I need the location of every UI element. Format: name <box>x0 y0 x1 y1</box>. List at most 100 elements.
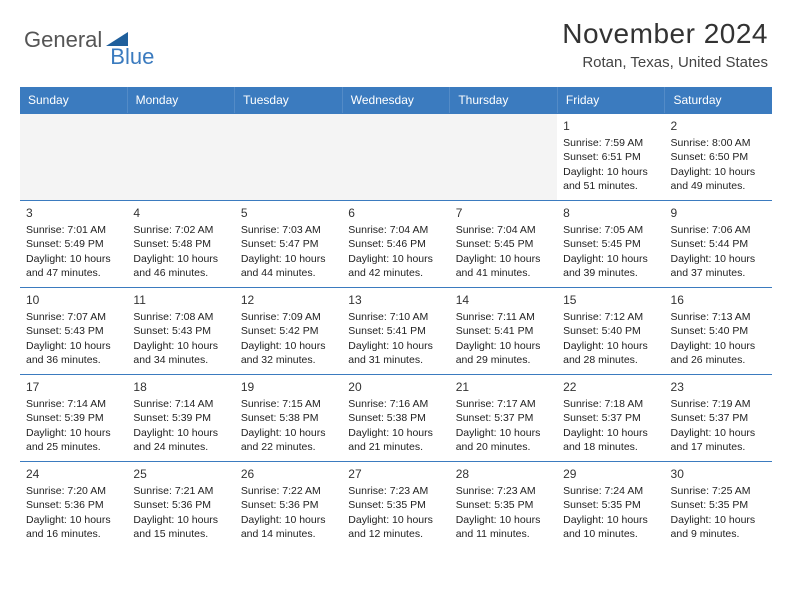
day-cell: 11Sunrise: 7:08 AMSunset: 5:43 PMDayligh… <box>127 288 234 374</box>
day-cell: 24 Sunrise: 7:20 AMSunset: 5:36 PMDayligh… <box>20 462 127 548</box>
day-header: Thursday <box>450 87 558 113</box>
day-sunrise: Sunrise: 7:59 AM <box>563 136 658 150</box>
day-cell-blank <box>342 114 449 200</box>
day-cell: 13Sunrise: 7:10 AMSunset: 5:41 PMDayligh… <box>342 288 449 374</box>
day-daylight2: and 22 minutes. <box>241 440 336 454</box>
day-header: Wednesday <box>343 87 451 113</box>
day-sunset: Sunset: 5:43 PM <box>26 324 121 338</box>
day-daylight2: and 25 minutes. <box>26 440 121 454</box>
day-cell-blank <box>127 114 234 200</box>
day-number: 1 <box>563 118 658 134</box>
day-number: 13 <box>348 292 443 308</box>
day-daylight2: and 46 minutes. <box>133 266 228 280</box>
day-number: 2 <box>671 118 766 134</box>
day-number: 27 <box>348 466 443 482</box>
day-number: 9 <box>671 205 766 221</box>
calendar: SundayMondayTuesdayWednesdayThursdayFrid… <box>20 87 772 548</box>
day-header: Monday <box>128 87 236 113</box>
day-sunset: Sunset: 5:38 PM <box>348 411 443 425</box>
day-sunrise: Sunrise: 7:14 AM <box>133 397 228 411</box>
day-daylight2: and 31 minutes. <box>348 353 443 367</box>
day-sunrise: Sunrise: 7:10 AM <box>348 310 443 324</box>
day-cell: 27Sunrise: 7:23 AMSunset: 5:35 PMDayligh… <box>342 462 449 548</box>
day-sunset: Sunset: 5:49 PM <box>26 237 121 251</box>
day-daylight1: Daylight: 10 hours <box>348 252 443 266</box>
day-number: 7 <box>456 205 551 221</box>
day-header: Friday <box>558 87 666 113</box>
week-row: 10Sunrise: 7:07 AMSunset: 5:43 PMDayligh… <box>20 287 772 374</box>
day-daylight1: Daylight: 10 hours <box>133 339 228 353</box>
day-daylight1: Daylight: 10 hours <box>133 513 228 527</box>
week-row: 24Sunrise: 7:20 AMSunset: 5:36 PMDayligh… <box>20 461 772 548</box>
header: General Blue November 2024 Rotan, Texas,… <box>0 0 792 79</box>
day-sunrise: Sunrise: 7:16 AM <box>348 397 443 411</box>
day-daylight2: and 16 minutes. <box>26 527 121 541</box>
day-cell: 9Sunrise: 7:06 AMSunset: 5:44 PMDaylight… <box>665 201 772 287</box>
day-cell: 10Sunrise: 7:07 AMSunset: 5:43 PMDayligh… <box>20 288 127 374</box>
day-daylight1: Daylight: 10 hours <box>456 252 551 266</box>
day-cell: 18Sunrise: 7:14 AMSunset: 5:39 PMDayligh… <box>127 375 234 461</box>
day-sunset: Sunset: 5:37 PM <box>671 411 766 425</box>
day-number: 4 <box>133 205 228 221</box>
day-daylight1: Daylight: 10 hours <box>456 513 551 527</box>
day-daylight1: Daylight: 10 hours <box>563 426 658 440</box>
day-cell: 4Sunrise: 7:02 AMSunset: 5:48 PMDaylight… <box>127 201 234 287</box>
day-number: 6 <box>348 205 443 221</box>
day-sunrise: Sunrise: 7:17 AM <box>456 397 551 411</box>
day-daylight1: Daylight: 10 hours <box>671 339 766 353</box>
day-sunrise: Sunrise: 7:11 AM <box>456 310 551 324</box>
day-sunrise: Sunrise: 7:20 AM <box>26 484 121 498</box>
day-cell: 3Sunrise: 7:01 AMSunset: 5:49 PMDaylight… <box>20 201 127 287</box>
day-sunset: Sunset: 5:37 PM <box>456 411 551 425</box>
day-sunset: Sunset: 5:36 PM <box>241 498 336 512</box>
day-cell: 20Sunrise: 7:16 AMSunset: 5:38 PMDayligh… <box>342 375 449 461</box>
day-number: 25 <box>133 466 228 482</box>
day-cell: 23Sunrise: 7:19 AMSunset: 5:37 PMDayligh… <box>665 375 772 461</box>
day-cell: 15Sunrise: 7:12 AMSunset: 5:40 PMDayligh… <box>557 288 664 374</box>
day-number: 18 <box>133 379 228 395</box>
day-daylight2: and 12 minutes. <box>348 527 443 541</box>
day-sunrise: Sunrise: 7:21 AM <box>133 484 228 498</box>
day-sunrise: Sunrise: 7:19 AM <box>671 397 766 411</box>
day-header: Tuesday <box>235 87 343 113</box>
day-daylight2: and 29 minutes. <box>456 353 551 367</box>
day-number: 24 <box>26 466 121 482</box>
day-sunrise: Sunrise: 7:01 AM <box>26 223 121 237</box>
day-daylight2: and 24 minutes. <box>133 440 228 454</box>
day-daylight2: and 37 minutes. <box>671 266 766 280</box>
day-sunset: Sunset: 6:51 PM <box>563 150 658 164</box>
day-sunrise: Sunrise: 7:22 AM <box>241 484 336 498</box>
day-sunrise: Sunrise: 7:04 AM <box>456 223 551 237</box>
day-daylight2: and 49 minutes. <box>671 179 766 193</box>
day-sunset: Sunset: 5:37 PM <box>563 411 658 425</box>
day-number: 15 <box>563 292 658 308</box>
day-daylight2: and 34 minutes. <box>133 353 228 367</box>
day-sunset: Sunset: 5:41 PM <box>348 324 443 338</box>
week-row: 3Sunrise: 7:01 AMSunset: 5:49 PMDaylight… <box>20 200 772 287</box>
day-daylight2: and 26 minutes. <box>671 353 766 367</box>
day-daylight1: Daylight: 10 hours <box>348 426 443 440</box>
day-sunset: Sunset: 5:35 PM <box>456 498 551 512</box>
day-cell: 12Sunrise: 7:09 AMSunset: 5:42 PMDayligh… <box>235 288 342 374</box>
day-sunrise: Sunrise: 7:25 AM <box>671 484 766 498</box>
day-number: 28 <box>456 466 551 482</box>
day-cell: 29Sunrise: 7:24 AMSunset: 5:35 PMDayligh… <box>557 462 664 548</box>
day-cell-blank <box>20 114 127 200</box>
day-sunset: Sunset: 5:35 PM <box>563 498 658 512</box>
day-sunset: Sunset: 5:42 PM <box>241 324 336 338</box>
day-sunrise: Sunrise: 7:08 AM <box>133 310 228 324</box>
day-daylight2: and 15 minutes. <box>133 527 228 541</box>
week-row: 17Sunrise: 7:14 AMSunset: 5:39 PMDayligh… <box>20 374 772 461</box>
day-daylight2: and 21 minutes. <box>348 440 443 454</box>
day-daylight1: Daylight: 10 hours <box>241 339 336 353</box>
weeks-container: 1 Sunrise: 7:59 AMSunset: 6:51 PM Daylight… <box>20 113 772 548</box>
day-sunset: Sunset: 5:40 PM <box>671 324 766 338</box>
day-sunset: Sunset: 5:36 PM <box>26 498 121 512</box>
day-sunset: Sunset: 5:41 PM <box>456 324 551 338</box>
day-daylight1: Daylight: 10 hours <box>26 513 121 527</box>
day-number: 22 <box>563 379 658 395</box>
day-sunset: Sunset: 5:38 PM <box>241 411 336 425</box>
day-daylight1: Daylight: 10 hours <box>133 426 228 440</box>
day-daylight1: Daylight: 10 hours <box>563 513 658 527</box>
day-sunset: Sunset: 5:40 PM <box>563 324 658 338</box>
